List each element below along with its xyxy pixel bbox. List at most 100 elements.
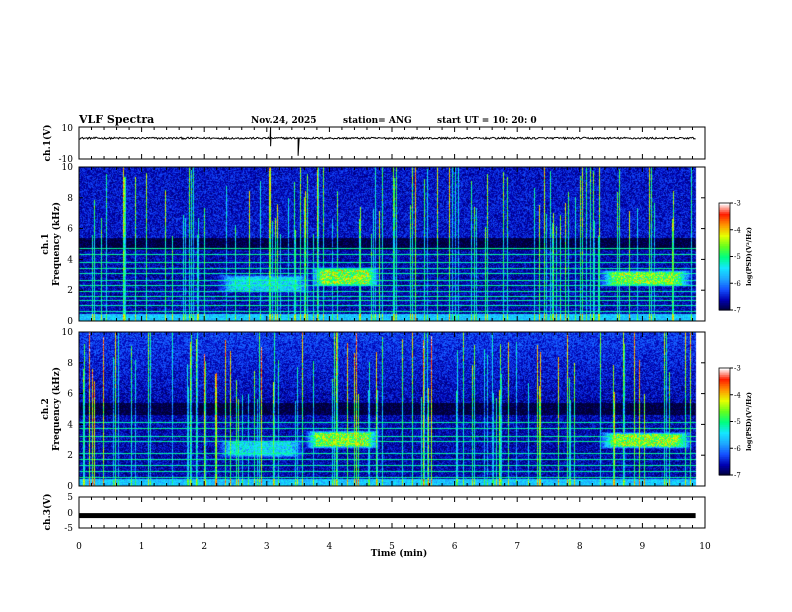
colorbar-segment (719, 270, 730, 274)
colorbar-tick-label: -4 (734, 391, 741, 399)
colorbar-segment (719, 407, 730, 410)
x-axis-label: Time (min) (371, 548, 428, 559)
colorbar-segment (719, 391, 730, 394)
colorbar-segment (719, 276, 730, 279)
ch1s-ytick-label: 4 (67, 255, 73, 265)
colorbar-segment (719, 398, 730, 401)
colorbar-tick-label: -3 (734, 200, 741, 208)
colorbar-segment (719, 389, 730, 392)
colorbar-segment (719, 376, 730, 380)
ch2s-ytick-label: 10 (62, 328, 74, 338)
colorbar-segment (719, 213, 730, 217)
colorbar-segment (719, 442, 730, 446)
colorbar-segment (719, 220, 730, 224)
ch3-waveform-trace (79, 513, 696, 519)
colorbar-segment (719, 301, 730, 304)
colorbar-segment (719, 460, 730, 464)
colorbar-segment (719, 292, 730, 295)
colorbar-segment (719, 293, 730, 297)
colorbar-segment (719, 261, 730, 265)
colorbar-segment (719, 267, 730, 270)
colorbar-segment (719, 245, 730, 249)
colorbar-segment (719, 414, 730, 417)
colorbar-segment (719, 409, 730, 412)
x-tick-label: 9 (640, 542, 646, 552)
x-tick-label: 0 (76, 542, 82, 552)
colorbar-segment (719, 401, 730, 405)
ch1-spectrogram-ylabel-line1: ch.1 (41, 233, 51, 254)
x-tick-label: 5 (389, 542, 395, 552)
ch1s-ytick-label: 8 (67, 194, 73, 204)
colorbar-segment (719, 242, 730, 245)
colorbar-segment (719, 279, 730, 283)
colorbar-segment (719, 227, 730, 231)
colorbar-tick-label: -5 (734, 253, 741, 261)
ch1-spectrogram-image (79, 167, 705, 321)
colorbar-segment (719, 290, 730, 293)
colorbar-segment (719, 222, 730, 225)
ch3-ytick-mid: 0 (67, 509, 73, 519)
colorbar-segment (719, 385, 730, 389)
colorbar-segment (719, 469, 730, 473)
ch1-spectrogram-panel: 0 2 4 6 8 10 ch.1 Frequency (kHz) (41, 163, 706, 327)
colorbar-tick-label: -7 (734, 472, 741, 480)
colorbar-segment (719, 371, 730, 374)
ch1-waveform-ylabel: ch.1(V) (42, 125, 53, 162)
colorbar-segment (719, 396, 730, 399)
x-axis-ticks (78, 127, 706, 528)
x-tick-label: 8 (577, 542, 583, 552)
colorbar-segment (719, 417, 730, 421)
ch1-ytick-bottom: -10 (59, 155, 74, 165)
colorbar-segment (719, 369, 730, 373)
ch1-spectrogram-yticks: 0 2 4 6 8 10 (62, 163, 705, 327)
colorbar-tick-label: -5 (734, 418, 741, 426)
colorbar-segment (719, 249, 730, 252)
colorbar-segment (719, 457, 730, 460)
colorbar-segment (719, 451, 730, 455)
ch1s-ytick-label: 2 (67, 286, 73, 296)
colorbar-segment (719, 441, 730, 444)
date-label: Nov.24, 2025 (251, 116, 317, 126)
colorbar-tick-label: -4 (734, 226, 741, 234)
colorbar-label: log(PSD)(V²/Hz) (745, 392, 753, 451)
colorbar-label: log(PSD)(V²/Hz) (745, 227, 753, 286)
colorbar-segment (719, 295, 730, 299)
colorbar-segment (719, 384, 730, 387)
colorbar-segment (719, 448, 730, 451)
colorbar-segment (719, 462, 730, 465)
colorbar-segment (719, 421, 730, 424)
ch2s-ytick-label: 6 (67, 390, 73, 400)
ch1-ytick-top: 10 (62, 124, 74, 134)
colorbar-segment (719, 450, 730, 453)
colorbar-segment (719, 466, 730, 469)
colorbar-segment (719, 240, 730, 243)
colorbar-segment (719, 260, 730, 263)
ch1s-ytick-label: 0 (67, 317, 73, 327)
ch2s-ytick-label: 8 (67, 359, 73, 369)
ch2-spectrogram-ylabel-line1: ch.2 (41, 398, 51, 419)
colorbar-segment (719, 453, 730, 456)
colorbar-segment (719, 458, 730, 462)
ch2-spectrogram-image (79, 332, 705, 486)
colorbar-segment (719, 432, 730, 435)
colorbar-segment (719, 382, 730, 385)
colorbar-segment (719, 464, 730, 467)
colorbar-segment (719, 373, 730, 376)
colorbar-segment (719, 286, 730, 290)
colorbar-segment (719, 211, 730, 215)
colorbar-segment (719, 236, 730, 240)
colorbar-segment (719, 226, 730, 229)
colorbar-segment (719, 304, 730, 308)
colorbar-tick-label: -6 (734, 280, 741, 288)
colorbar-segment (719, 208, 730, 211)
colorbar-segment (719, 204, 730, 208)
colorbar-segment (719, 433, 730, 437)
colorbar-segment (719, 416, 730, 419)
colorbar-segment (719, 308, 730, 311)
colorbar-segment (719, 252, 730, 256)
station-label: station= ANG (343, 116, 412, 126)
colorbar-segment (719, 229, 730, 233)
colorbar-segment (719, 233, 730, 236)
colorbar-segment (719, 455, 730, 458)
